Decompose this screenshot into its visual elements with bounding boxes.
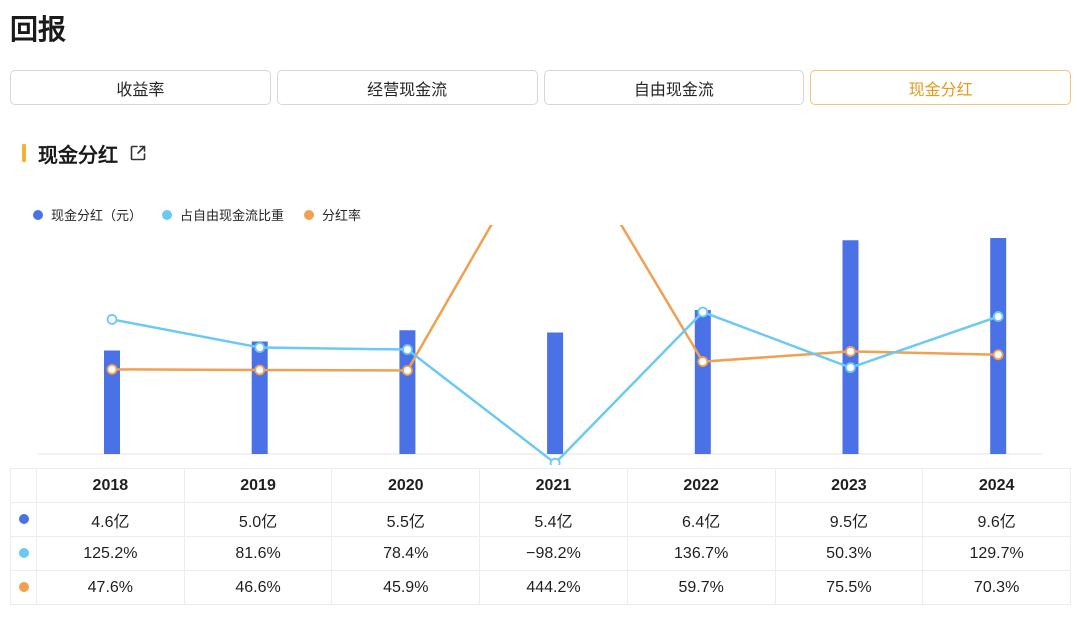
legend-dot-dividend [33,209,43,220]
row-marker [10,570,37,605]
year-header: 2018 [36,468,185,503]
section-accent-bar [22,144,26,162]
chart-legend: 现金分红（元） 占自由现金流比重 分红率 [33,205,361,224]
point-fcf-ratio-2018[interactable] [106,314,118,325]
table-cell: 5.0亿 [183,502,333,537]
table-cell: 136.7% [626,536,776,571]
point-fcf-ratio-2023[interactable] [845,362,856,374]
section-header: 现金分红 [22,140,148,167]
table-row-fcf-ratio: 125.2% 81.6% 78.4% −98.2% 136.7% 50.3% 1… [10,536,1071,571]
point-payout-2019[interactable] [254,364,266,376]
table-cell: 9.6亿 [922,502,1071,537]
table-cell: 59.7% [626,570,776,605]
table-cell: 444.2% [479,570,628,605]
point-fcf-ratio-2019[interactable] [254,342,266,353]
table-cell: 50.3% [774,536,924,571]
year-header: 2022 [626,468,776,503]
legend-dot-fcf-ratio [162,209,173,220]
point-payout-2020[interactable] [401,365,413,376]
bar-dividend-2019[interactable] [251,341,268,455]
table-cell: 78.4% [331,536,481,571]
row-marker [10,536,37,571]
year-header: 2020 [331,468,481,503]
row-dot-dividend [18,513,29,524]
bar-dividend-2022[interactable] [694,310,711,454]
point-payout-2024[interactable] [992,349,1004,361]
dividend-chart [38,225,1042,465]
year-header: 2024 [922,468,1071,503]
bar-dividend-2018[interactable] [104,350,120,455]
table-cell: 6.4亿 [626,502,776,537]
tab-cash-dividend[interactable]: 现金分红 [810,70,1071,105]
legend-item-fcf-ratio[interactable]: 占自由现金流比重 [162,205,284,224]
legend-label-dividend: 现金分红（元） [51,209,143,224]
legend-item-payout[interactable]: 分红率 [304,205,361,224]
tab-bar: 收益率 经营现金流 自由现金流 现金分红 [10,70,1071,105]
table-cell: 70.3% [922,570,1071,605]
year-header: 2021 [479,468,628,503]
tab-operating-cash-flow[interactable]: 经营现金流 [276,70,538,105]
data-table: 2018 2019 2020 2021 2022 2023 2024 4.6亿 … [10,468,1071,605]
tab-free-cash-flow[interactable]: 自由现金流 [543,70,805,105]
point-fcf-ratio-2022[interactable] [697,306,709,318]
row-marker [10,502,37,537]
table-cell: 4.6亿 [36,502,185,537]
bar-dividend-2021[interactable] [547,332,564,455]
legend-label-fcf-ratio: 占自由现金流比重 [180,209,285,224]
year-header: 2019 [183,468,333,503]
legend-dot-payout [304,209,315,220]
table-cell: 45.9% [331,570,481,605]
table-cell: 129.7% [922,536,1071,571]
table-cell: 46.6% [183,570,333,605]
table-corner-cell [10,468,37,503]
table-cell: 75.5% [774,570,924,605]
table-cell: −98.2% [479,536,628,571]
point-payout-2022[interactable] [697,356,709,367]
point-fcf-ratio-2021[interactable] [549,457,561,465]
table-cell: 9.5亿 [774,502,924,537]
bar-dividend-2024[interactable] [990,238,1007,454]
row-dot-fcf-ratio [18,547,29,558]
point-payout-2023[interactable] [845,346,856,357]
legend-label-payout: 分红率 [322,209,362,224]
legend-item-dividend[interactable]: 现金分红（元） [33,205,142,224]
external-link-icon[interactable] [128,143,148,163]
section-title: 现金分红 [38,142,118,167]
row-dot-payout [18,581,29,592]
table-cell: 125.2% [36,536,185,571]
point-fcf-ratio-2024[interactable] [992,311,1004,322]
tab-yield[interactable]: 收益率 [10,70,271,105]
table-cell: 81.6% [183,536,333,571]
table-header-row: 2018 2019 2020 2021 2022 2023 2024 [10,468,1071,503]
table-cell: 5.5亿 [331,502,481,537]
table-row-dividend: 4.6亿 5.0亿 5.5亿 5.4亿 6.4亿 9.5亿 9.6亿 [10,502,1071,537]
year-header: 2023 [774,468,924,503]
table-row-payout: 47.6% 46.6% 45.9% 444.2% 59.7% 75.5% 70.… [10,570,1071,605]
table-cell: 47.6% [36,570,185,605]
point-fcf-ratio-2020[interactable] [401,344,413,355]
table-cell: 5.4亿 [479,502,628,537]
point-payout-2018[interactable] [106,363,118,375]
page-title: 回报 [10,13,67,46]
